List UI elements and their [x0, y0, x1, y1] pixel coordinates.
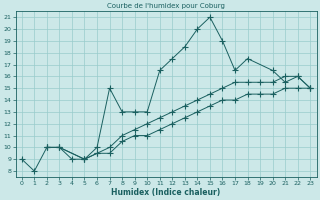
Title: Courbe de l'humidex pour Coburg: Courbe de l'humidex pour Coburg	[107, 3, 225, 9]
X-axis label: Humidex (Indice chaleur): Humidex (Indice chaleur)	[111, 188, 221, 197]
